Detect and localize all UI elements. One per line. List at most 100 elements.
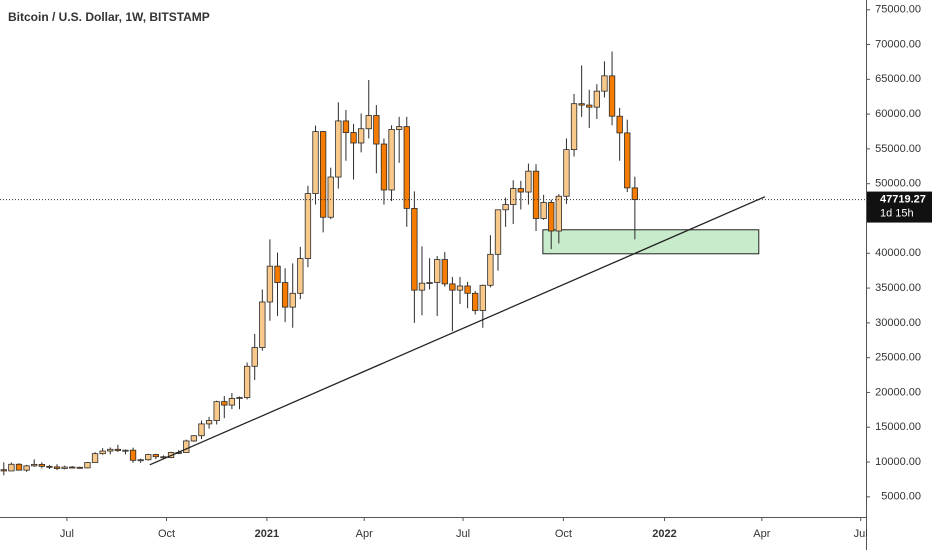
candle-body: [198, 423, 205, 437]
y-tick-label: 75000.00: [875, 4, 921, 16]
candle-body: [578, 103, 585, 106]
candle-body: [616, 115, 623, 134]
candle-body: [145, 454, 152, 461]
y-tick-label: 10000.00: [875, 456, 921, 468]
candle-body: [243, 365, 251, 398]
candle-body: [601, 75, 608, 92]
x-tick-label: Jul: [456, 528, 470, 540]
countdown-label: 1d 15h: [880, 207, 914, 219]
y-tick-label: 50000.00: [875, 178, 921, 190]
y-tick-label: 70000.00: [875, 38, 921, 50]
y-tick-label: 20000.00: [875, 386, 921, 398]
candle-body: [312, 131, 319, 194]
y-tick-label: 60000.00: [875, 108, 921, 120]
last-price-box: [867, 191, 932, 223]
candle-body: [114, 448, 121, 451]
x-tick-label: Oct: [158, 528, 175, 540]
y-tick-label: 5000.00: [881, 491, 921, 503]
candle-body: [494, 209, 502, 255]
candle-body: [380, 143, 388, 191]
candle-body: [586, 104, 593, 108]
candle-body: [342, 120, 350, 133]
candle-body: [84, 462, 91, 469]
candle-body: [456, 285, 464, 291]
candle-body: [624, 132, 631, 189]
candle-body: [464, 285, 471, 294]
candle-body: [61, 466, 68, 469]
candle-body: [319, 131, 327, 218]
candle-body: [213, 401, 220, 421]
candle-body: [76, 466, 83, 469]
candle-body: [129, 449, 137, 461]
candle-body: [15, 463, 23, 471]
candle-body: [107, 448, 114, 452]
candle-body: [350, 132, 357, 144]
candle-body: [53, 466, 61, 469]
candle-body: [205, 420, 213, 425]
candle-body: [479, 284, 486, 311]
y-tick-label: 40000.00: [875, 247, 921, 259]
candle-body: [221, 401, 228, 406]
candle-body: [183, 440, 190, 453]
candle-body: [365, 115, 372, 130]
candle-body: [236, 397, 243, 399]
candle-body: [122, 449, 129, 452]
candle-body: [274, 265, 281, 283]
candle-body: [396, 126, 403, 130]
candle-body: [510, 188, 517, 205]
candle-body: [517, 188, 524, 193]
candle-body: [487, 253, 494, 286]
candle-body: [411, 208, 418, 291]
candle-body: [555, 195, 562, 232]
y-tick-label: 55000.00: [875, 143, 921, 155]
candle-body: [259, 301, 266, 348]
x-tick-label: Jul: [854, 528, 868, 540]
candle-body: [540, 202, 547, 219]
candle-body: [251, 347, 258, 367]
candle-body: [525, 170, 532, 193]
candle-body: [502, 204, 509, 211]
x-tick-label: Apr: [356, 528, 373, 540]
candle-body: [548, 202, 555, 232]
y-tick-label: 25000.00: [875, 352, 921, 364]
candle-body: [358, 128, 365, 144]
chart-title: Bitcoin / U.S. Dollar, 1W, BITSTAMP: [8, 10, 210, 24]
trendline: [149, 196, 766, 466]
candle-body: [91, 453, 99, 463]
candle-body: [449, 283, 456, 291]
candle-body: [38, 463, 45, 467]
x-tick-label: Apr: [753, 528, 770, 540]
candle-body: [563, 149, 570, 197]
last-price-label: 47719.27: [880, 193, 926, 205]
candle-body: [426, 282, 433, 284]
candle-body: [434, 259, 441, 283]
candle-body: [281, 282, 289, 308]
candle-body: [403, 126, 410, 209]
candle-body: [608, 75, 616, 117]
candle-body: [0, 469, 7, 472]
candle-body: [137, 459, 144, 462]
x-tick-label: Oct: [555, 528, 572, 540]
candle-body: [46, 465, 53, 468]
candle-body: [631, 187, 639, 200]
candle-body: [266, 265, 274, 303]
candle-body: [593, 90, 600, 108]
candle-body: [228, 398, 236, 406]
candle-body: [388, 129, 395, 191]
candle-body: [289, 292, 296, 308]
y-tick-label: 65000.00: [875, 73, 921, 85]
candle-body: [335, 120, 342, 178]
candle-body: [304, 193, 312, 259]
candle-body: [297, 258, 304, 294]
candle-body: [23, 465, 30, 471]
candle-body: [8, 463, 15, 472]
candle-body: [327, 176, 334, 218]
candle-body: [99, 450, 106, 455]
candle-body: [373, 115, 380, 145]
candle-body: [69, 466, 76, 469]
candle-body: [190, 435, 198, 442]
y-tick-label: 15000.00: [875, 421, 921, 433]
candle-body: [152, 454, 160, 458]
